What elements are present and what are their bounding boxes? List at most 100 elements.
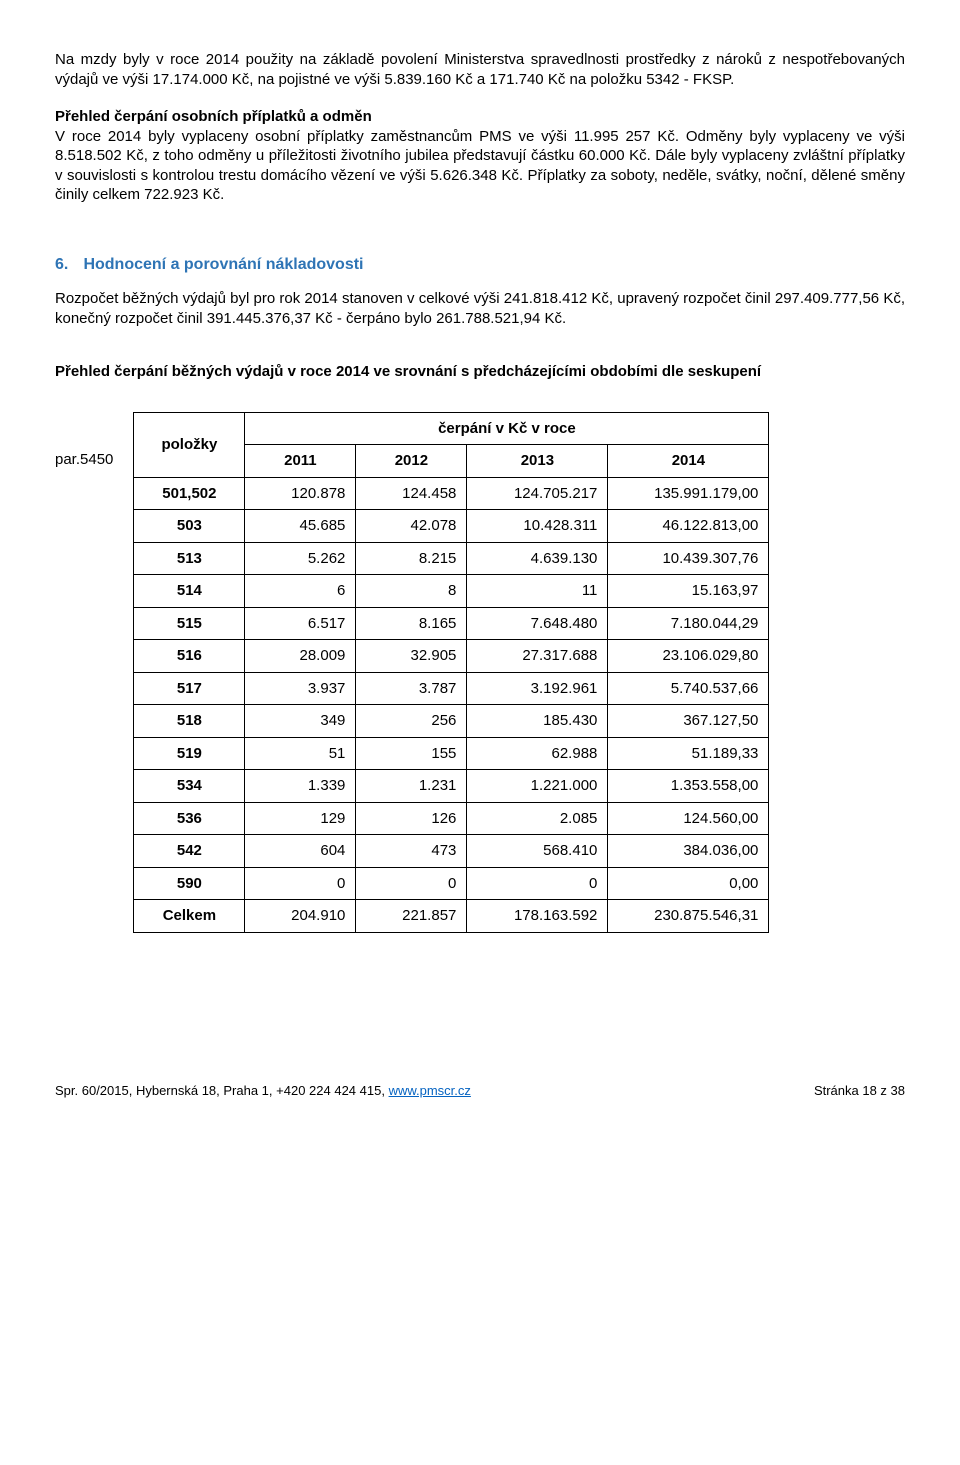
row-value: 15.163,97 xyxy=(608,575,769,608)
row-key: 515 xyxy=(134,607,245,640)
row-key: 516 xyxy=(134,640,245,673)
para2-body: V roce 2014 byly vyplaceny osobní přípla… xyxy=(55,128,905,204)
row-value: 46.122.813,00 xyxy=(608,510,769,543)
row-value: 4.639.130 xyxy=(467,542,608,575)
row-value: 178.163.592 xyxy=(467,900,608,933)
table-row: Celkem204.910221.857178.163.592230.875.5… xyxy=(134,900,769,933)
table-row: 5341.3391.2311.221.0001.353.558,00 xyxy=(134,770,769,803)
row-value: 51 xyxy=(245,737,356,770)
row-value: 3.937 xyxy=(245,672,356,705)
row-value: 6 xyxy=(245,575,356,608)
row-value: 3.192.961 xyxy=(467,672,608,705)
footer-right: Stránka 18 z 38 xyxy=(814,1083,905,1100)
row-key: 518 xyxy=(134,705,245,738)
table-row: 5135.2628.2154.639.13010.439.307,76 xyxy=(134,542,769,575)
row-key: 590 xyxy=(134,867,245,900)
row-key: 536 xyxy=(134,802,245,835)
row-key: 513 xyxy=(134,542,245,575)
table-row: 5156.5178.1657.648.4807.180.044,29 xyxy=(134,607,769,640)
table-row: 5361291262.085124.560,00 xyxy=(134,802,769,835)
row-value: 10.428.311 xyxy=(467,510,608,543)
row-value: 135.991.179,00 xyxy=(608,477,769,510)
footer-link[interactable]: www.pmscr.cz xyxy=(389,1083,471,1098)
row-value: 124.705.217 xyxy=(467,477,608,510)
row-value: 8 xyxy=(356,575,467,608)
table-row: 5900000,00 xyxy=(134,867,769,900)
row-value: 568.410 xyxy=(467,835,608,868)
row-key: Celkem xyxy=(134,900,245,933)
row-value: 23.106.029,80 xyxy=(608,640,769,673)
th-year: 2012 xyxy=(356,445,467,478)
expenditure-table: položky čerpání v Kč v roce 2011 2012 20… xyxy=(133,412,769,933)
row-value: 5.262 xyxy=(245,542,356,575)
section-heading: 6. Hodnocení a porovnání nákladovosti xyxy=(55,255,905,276)
row-value: 7.180.044,29 xyxy=(608,607,769,640)
row-value: 204.910 xyxy=(245,900,356,933)
row-value: 124.458 xyxy=(356,477,467,510)
footer-text: Spr. 60/2015, Hybernská 18, Praha 1, +42… xyxy=(55,1083,389,1098)
row-value: 185.430 xyxy=(467,705,608,738)
row-value: 155 xyxy=(356,737,467,770)
th-span: čerpání v Kč v roce xyxy=(245,412,769,445)
row-value: 0 xyxy=(245,867,356,900)
row-value: 349 xyxy=(245,705,356,738)
row-value: 5.740.537,66 xyxy=(608,672,769,705)
footer-left: Spr. 60/2015, Hybernská 18, Praha 1, +42… xyxy=(55,1083,471,1100)
row-value: 0 xyxy=(356,867,467,900)
th-year: 2011 xyxy=(245,445,356,478)
row-key: 514 xyxy=(134,575,245,608)
row-value: 8.165 xyxy=(356,607,467,640)
row-value: 221.857 xyxy=(356,900,467,933)
row-value: 473 xyxy=(356,835,467,868)
page-footer: Spr. 60/2015, Hybernská 18, Praha 1, +42… xyxy=(55,1083,905,1100)
row-value: 384.036,00 xyxy=(608,835,769,868)
row-value: 3.787 xyxy=(356,672,467,705)
row-key: 534 xyxy=(134,770,245,803)
table-row: 501,502120.878124.458124.705.217135.991.… xyxy=(134,477,769,510)
table-row: 514681115.163,97 xyxy=(134,575,769,608)
row-key: 503 xyxy=(134,510,245,543)
row-value: 62.988 xyxy=(467,737,608,770)
row-value: 11 xyxy=(467,575,608,608)
table-row: 51628.00932.90527.317.68823.106.029,80 xyxy=(134,640,769,673)
row-key: 519 xyxy=(134,737,245,770)
row-value: 1.353.558,00 xyxy=(608,770,769,803)
row-value: 1.231 xyxy=(356,770,467,803)
row-value: 126 xyxy=(356,802,467,835)
row-value: 28.009 xyxy=(245,640,356,673)
row-value: 27.317.688 xyxy=(467,640,608,673)
row-value: 10.439.307,76 xyxy=(608,542,769,575)
row-key: 542 xyxy=(134,835,245,868)
table-row: 542604473568.410384.036,00 xyxy=(134,835,769,868)
row-value: 129 xyxy=(245,802,356,835)
th-polozky: položky xyxy=(134,412,245,477)
row-value: 1.339 xyxy=(245,770,356,803)
th-year: 2013 xyxy=(467,445,608,478)
table-row: 5195115562.98851.189,33 xyxy=(134,737,769,770)
row-value: 367.127,50 xyxy=(608,705,769,738)
table-wrap: par.5450 položky čerpání v Kč v roce 201… xyxy=(55,412,905,933)
row-value: 45.685 xyxy=(245,510,356,543)
row-value: 0,00 xyxy=(608,867,769,900)
section-number: 6. xyxy=(55,255,79,276)
table-row: 5173.9373.7873.192.9615.740.537,66 xyxy=(134,672,769,705)
row-value: 32.905 xyxy=(356,640,467,673)
row-value: 42.078 xyxy=(356,510,467,543)
row-value: 8.215 xyxy=(356,542,467,575)
row-value: 256 xyxy=(356,705,467,738)
row-value: 230.875.546,31 xyxy=(608,900,769,933)
table-title: Přehled čerpání běžných výdajů v roce 20… xyxy=(55,362,905,382)
row-value: 6.517 xyxy=(245,607,356,640)
row-value: 124.560,00 xyxy=(608,802,769,835)
row-value: 2.085 xyxy=(467,802,608,835)
section-title: Hodnocení a porovnání nákladovosti xyxy=(83,256,363,273)
row-value: 0 xyxy=(467,867,608,900)
para2-title: Přehled čerpání osobních příplatků a odm… xyxy=(55,108,372,125)
row-value: 604 xyxy=(245,835,356,868)
table-row: 50345.68542.07810.428.31146.122.813,00 xyxy=(134,510,769,543)
row-value: 120.878 xyxy=(245,477,356,510)
row-key: 517 xyxy=(134,672,245,705)
row-value: 7.648.480 xyxy=(467,607,608,640)
row-value: 51.189,33 xyxy=(608,737,769,770)
table-row: 518349256185.430367.127,50 xyxy=(134,705,769,738)
